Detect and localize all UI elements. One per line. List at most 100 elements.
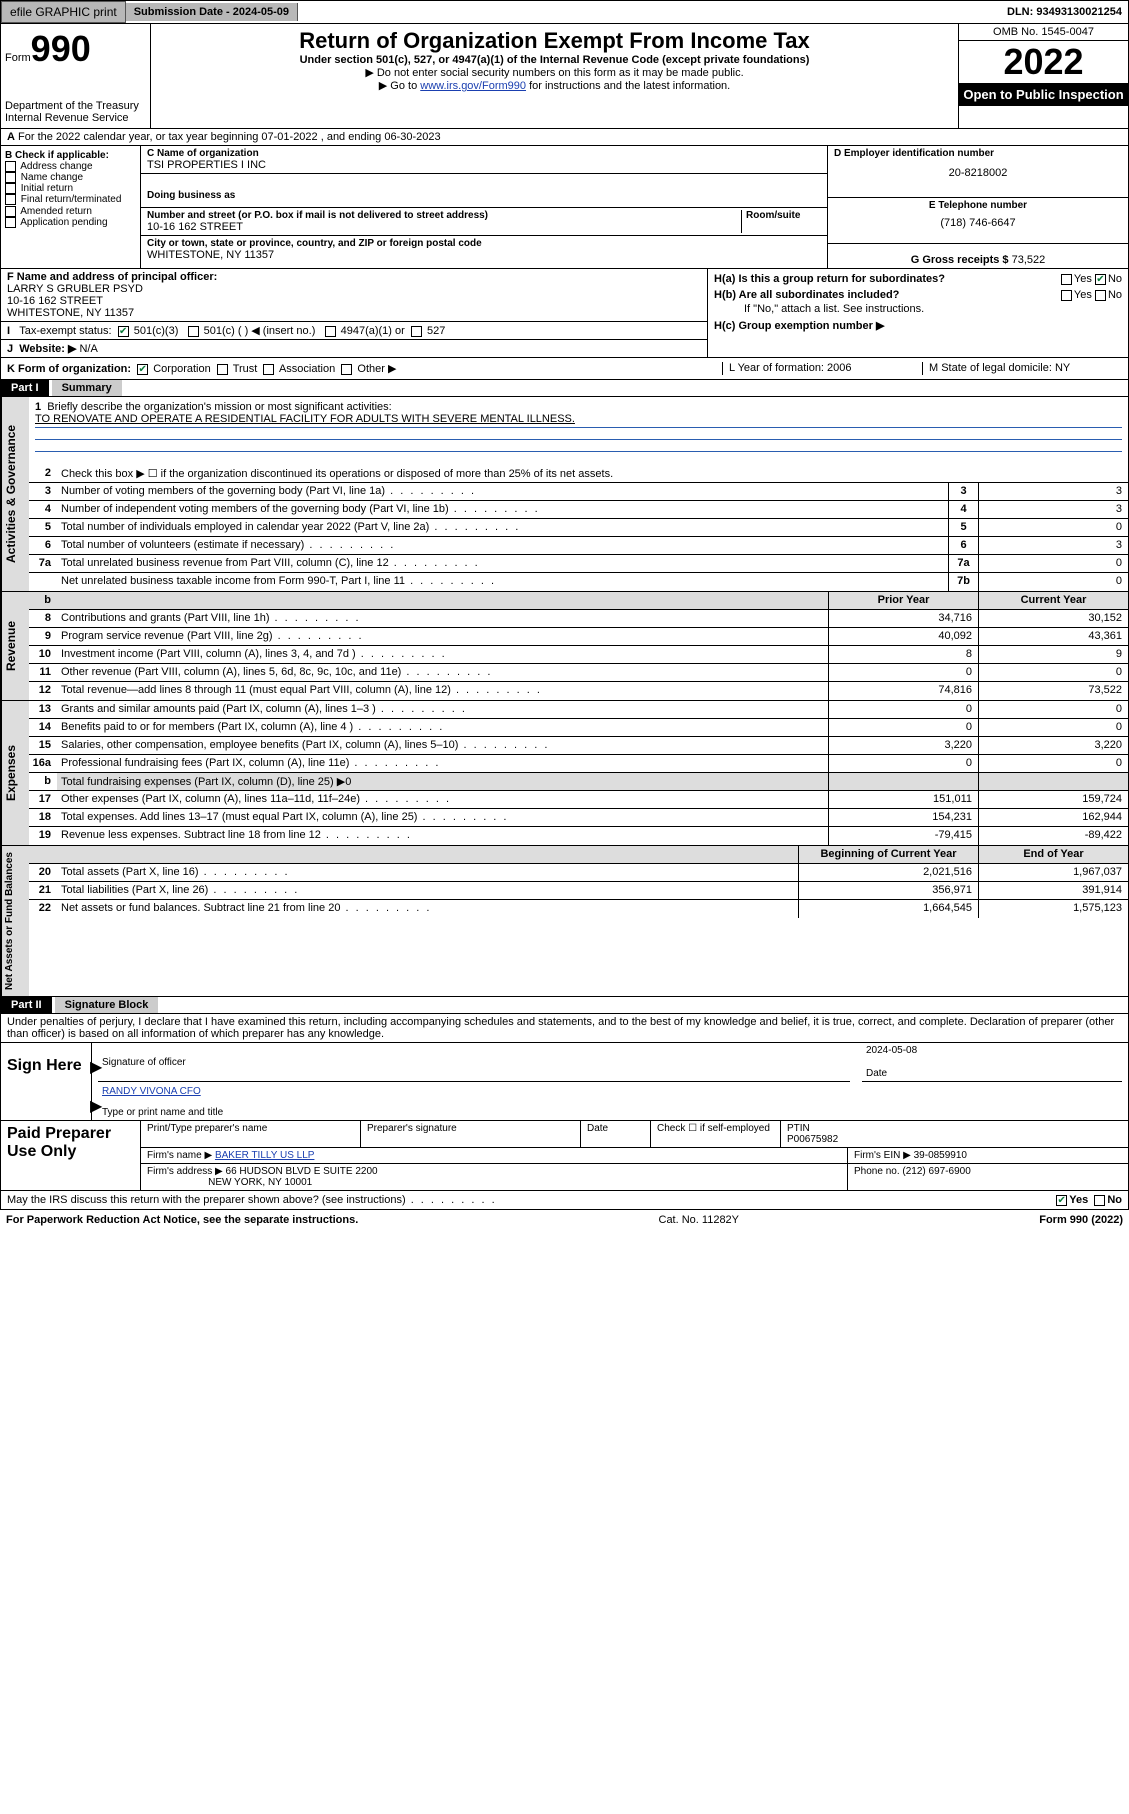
org-name: TSI PROPERTIES I INC [147,159,821,171]
opt-corp: Corporation [153,363,210,375]
firm-addr1: 66 HUDSON BLVD E SUITE 2200 [226,1166,378,1177]
check-initial[interactable] [5,183,16,194]
hb-note: If "No," attach a list. See instructions… [714,303,1122,315]
b-title: B Check if applicable: [5,150,109,161]
ein-row: D Employer identification number 20-8218… [828,146,1128,198]
subtitle-2: ▶ Do not enter social security numbers o… [161,66,948,79]
arrow-icon: ▶ [90,1057,102,1077]
form-prefix: Form [5,52,31,64]
col-begin: Beginning of Current Year [798,846,978,863]
e-label: E Telephone number [834,200,1122,211]
f-label: F Name and address of principal officer: [7,271,217,283]
opt-501c3: 501(c)(3) [134,325,179,337]
hc-label: H(c) Group exemption number ▶ [714,320,884,332]
instructions-link[interactable]: www.irs.gov/Form990 [420,80,526,92]
exp-line: 17 Other expenses (Part IX, column (A), … [29,791,1128,809]
c-label: C Name of organization [147,148,821,159]
mission-text: TO RENOVATE AND OPERATE A RESIDENTIAL FA… [35,413,575,425]
check-trust[interactable] [217,364,228,375]
check-527[interactable] [411,326,422,337]
check-pending[interactable] [5,217,16,228]
city-state-zip: WHITESTONE, NY 11357 [147,249,821,261]
title-block: Return of Organization Exempt From Incom… [151,24,958,128]
efile-print-button[interactable]: efile GRAPHIC print [1,1,126,23]
opt-assoc: Association [279,363,335,375]
opt-4947: 4947(a)(1) or [341,325,405,337]
g-label: G Gross receipts $ [911,254,1009,266]
check-address[interactable] [5,161,16,172]
may-irs-text: May the IRS discuss this return with the… [7,1194,406,1206]
submission-date: Submission Date - 2024-05-09 [126,3,298,21]
city-label: City or town, state or province, country… [147,238,821,249]
check-ha-no[interactable] [1095,274,1106,285]
check-ha-yes[interactable] [1061,274,1072,285]
sub3-post: for instructions and the latest informat… [526,80,730,92]
opt-amended: Amended return [20,206,92,217]
footer-cat: Cat. No. 11282Y [358,1214,1039,1226]
form-number-box: Form990 Department of the TreasuryIntern… [1,24,151,128]
year-box: OMB No. 1545-0047 2022 Open to Public In… [958,24,1128,128]
firm-name-link[interactable]: BAKER TILLY US LLP [215,1150,315,1161]
check-amended[interactable] [5,206,16,217]
officer-name: LARRY S GRUBLER PSYD [7,283,143,295]
may-irs-row: May the IRS discuss this return with the… [0,1191,1129,1210]
prep-name-label: Print/Type preparer's name [141,1121,361,1147]
officer-type-label: Type or print name and title [102,1107,223,1118]
hc-row: H(c) Group exemption number ▶ [714,319,1122,332]
check-hb-no[interactable] [1095,290,1106,301]
check-name[interactable] [5,172,16,183]
check-corp[interactable] [137,364,148,375]
expenses-table: Expenses 13 Grants and similar amounts p… [0,701,1129,846]
exp-line: 14 Benefits paid to or for members (Part… [29,719,1128,737]
no3: No [1107,1194,1122,1206]
exp-line: b Total fundraising expenses (Part IX, c… [29,773,1128,791]
exp-line: 18 Total expenses. Add lines 13–17 (must… [29,809,1128,827]
open-to-public: Open to Public Inspection [959,83,1128,106]
page-footer: For Paperwork Reduction Act Notice, see … [0,1210,1129,1230]
check-assoc[interactable] [263,364,274,375]
check-hb-yes[interactable] [1061,290,1072,301]
d-label: D Employer identification number [834,148,1122,159]
side-expenses: Expenses [1,701,29,845]
j-label: Website: ▶ [19,343,76,355]
check-4947[interactable] [325,326,336,337]
no-label2: No [1108,289,1122,301]
sig-officer-label: Signature of officer [102,1057,186,1068]
form-title: Return of Organization Exempt From Incom… [161,28,948,54]
year-formation: L Year of formation: 2006 [722,362,922,375]
prep-date-label: Date [581,1121,651,1147]
officer-name-link[interactable]: RANDY VIVONA CFO [102,1086,201,1097]
opt-name: Name change [21,172,83,183]
col-c: C Name of organization TSI PROPERTIES I … [141,146,828,268]
department: Department of the TreasuryInternal Reven… [5,100,146,124]
firm-ein-label: Firm's EIN ▶ [854,1150,911,1161]
check-501c[interactable] [188,326,199,337]
website-value: N/A [79,343,97,355]
sign-here-label: Sign Here [1,1043,91,1120]
street-address: 10-16 162 STREET [147,221,741,233]
check-irs-yes[interactable] [1056,1195,1067,1206]
dba-label: Doing business as [147,190,821,201]
firm-addr2: NEW YORK, NY 10001 [208,1177,312,1188]
exp-line: 16a Professional fundraising fees (Part … [29,755,1128,773]
check-irs-no[interactable] [1094,1195,1105,1206]
part2-header: Part II Signature Block [0,997,1129,1014]
check-final[interactable] [5,194,16,205]
firm-addr-label: Firm's address ▶ [147,1166,223,1177]
signature-block: Sign Here ▶Signature of officer 2024-05-… [0,1043,1129,1121]
officer-addr1: 10-16 162 STREET [7,295,103,307]
gov-line: 5 Total number of individuals employed i… [29,519,1128,537]
addr-label: Number and street (or P.O. box if mail i… [147,210,741,221]
check-501c3[interactable] [118,326,129,337]
sub3-pre: ▶ Go to [379,80,420,92]
exp-line: 19 Revenue less expenses. Subtract line … [29,827,1128,845]
check-other[interactable] [341,364,352,375]
rev-header: b Prior Year Current Year [29,592,1128,610]
col-current: Current Year [978,592,1128,609]
footer-left: For Paperwork Reduction Act Notice, see … [6,1214,358,1226]
preparer-block: Paid Preparer Use Only Print/Type prepar… [0,1121,1129,1191]
city-row: City or town, state or province, country… [141,236,827,263]
footer-right: Form 990 (2022) [1039,1214,1123,1226]
room-label: Room/suite [746,210,821,221]
yes-label: Yes [1074,273,1092,285]
